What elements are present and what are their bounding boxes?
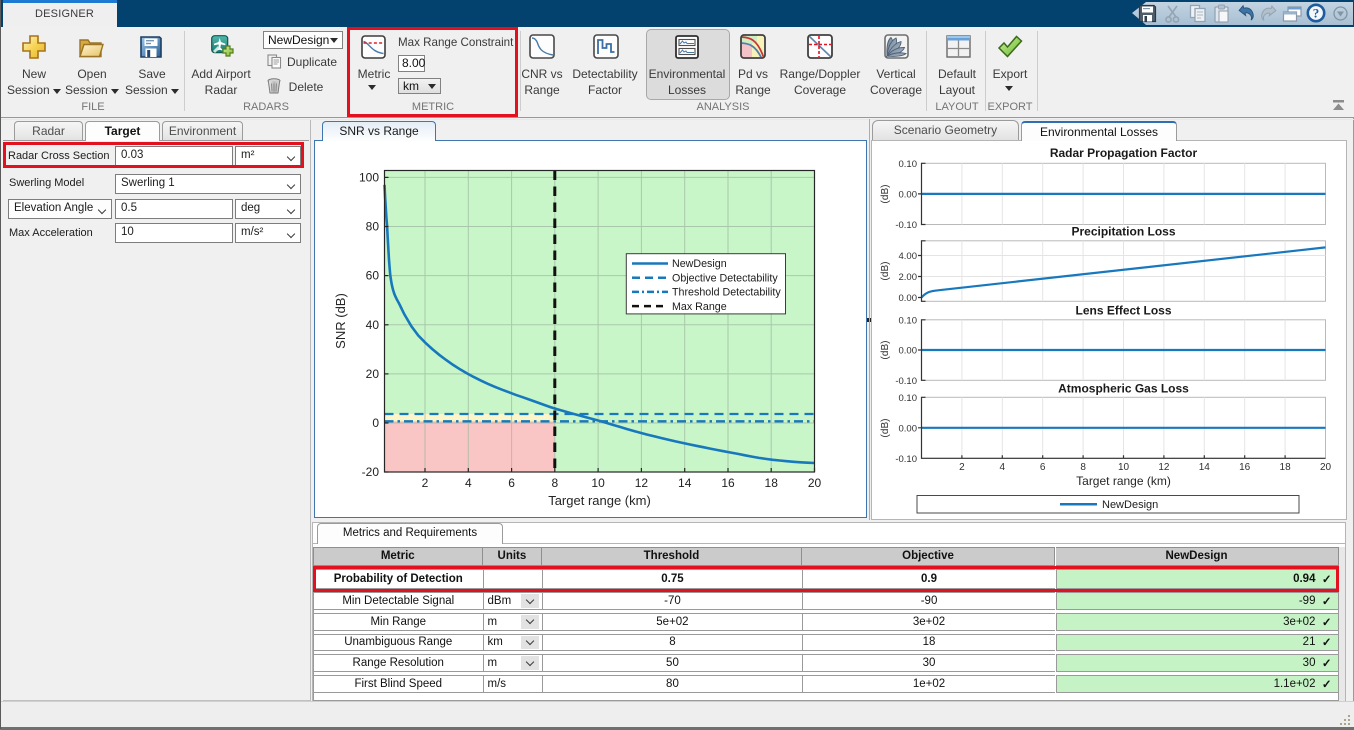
svg-text:Objective Detectability: Objective Detectability <box>672 272 778 284</box>
svg-text:-0.10: -0.10 <box>895 220 917 231</box>
svg-text:0.00: 0.00 <box>899 293 918 304</box>
svg-text:0.10: 0.10 <box>899 159 918 170</box>
svg-text:16: 16 <box>721 476 735 490</box>
svg-text:12: 12 <box>635 476 649 490</box>
svg-text:Max Range: Max Range <box>672 301 727 313</box>
svg-text:0.00: 0.00 <box>899 423 918 434</box>
svg-text:2: 2 <box>422 476 429 490</box>
svg-text:Atmospheric Gas Loss: Atmospheric Gas Loss <box>1058 382 1189 396</box>
svg-text:8: 8 <box>1080 462 1086 473</box>
svg-text:0.00: 0.00 <box>899 346 918 357</box>
svg-text:100: 100 <box>359 170 379 184</box>
svg-text:(dB): (dB) <box>880 341 891 360</box>
svg-text:0: 0 <box>372 416 379 430</box>
svg-text:Target range (km): Target range (km) <box>548 493 651 508</box>
svg-text:20: 20 <box>366 367 380 381</box>
svg-text:80: 80 <box>366 220 380 234</box>
svg-text:4: 4 <box>465 476 472 490</box>
svg-text:20: 20 <box>1320 462 1332 473</box>
svg-text:0.10: 0.10 <box>899 316 918 327</box>
svg-text:2.00: 2.00 <box>899 272 918 283</box>
svg-text:20: 20 <box>808 476 822 490</box>
svg-text:8: 8 <box>551 476 558 490</box>
svg-text:12: 12 <box>1158 462 1170 473</box>
svg-text:(dB): (dB) <box>880 185 891 204</box>
svg-text:Precipitation Loss: Precipitation Loss <box>1071 225 1175 239</box>
svg-text:-0.10: -0.10 <box>895 454 917 465</box>
svg-text:NewDesign: NewDesign <box>672 258 727 270</box>
svg-text:6: 6 <box>1040 462 1046 473</box>
svg-text:16: 16 <box>1239 462 1251 473</box>
svg-text:14: 14 <box>678 476 692 490</box>
svg-text:(dB): (dB) <box>880 262 891 281</box>
svg-text:(dB): (dB) <box>880 419 891 438</box>
svg-text:18: 18 <box>1280 462 1292 473</box>
svg-text:Threshold Detectability: Threshold Detectability <box>672 287 781 299</box>
svg-text:0.00: 0.00 <box>899 189 918 200</box>
svg-text:14: 14 <box>1199 462 1211 473</box>
svg-text:10: 10 <box>591 476 605 490</box>
svg-text:Target range (km): Target range (km) <box>1076 474 1171 488</box>
svg-text:-20: -20 <box>362 465 380 479</box>
svg-text:-0.10: -0.10 <box>895 376 917 387</box>
svg-text:?: ? <box>1313 6 1320 21</box>
svg-text:60: 60 <box>366 269 380 283</box>
svg-text:40: 40 <box>366 318 380 332</box>
svg-text:4: 4 <box>1000 462 1006 473</box>
svg-text:SNR (dB): SNR (dB) <box>333 293 348 349</box>
svg-text:0.10: 0.10 <box>899 393 918 404</box>
svg-text:10: 10 <box>1118 462 1130 473</box>
svg-text:2: 2 <box>959 462 965 473</box>
svg-text:Lens Effect Loss: Lens Effect Loss <box>1075 304 1171 318</box>
svg-text:NewDesign: NewDesign <box>1102 499 1158 511</box>
svg-text:Radar Propagation Factor: Radar Propagation Factor <box>1050 146 1198 160</box>
svg-text:4.00: 4.00 <box>899 251 918 262</box>
svg-text:6: 6 <box>508 476 515 490</box>
svg-text:18: 18 <box>765 476 779 490</box>
